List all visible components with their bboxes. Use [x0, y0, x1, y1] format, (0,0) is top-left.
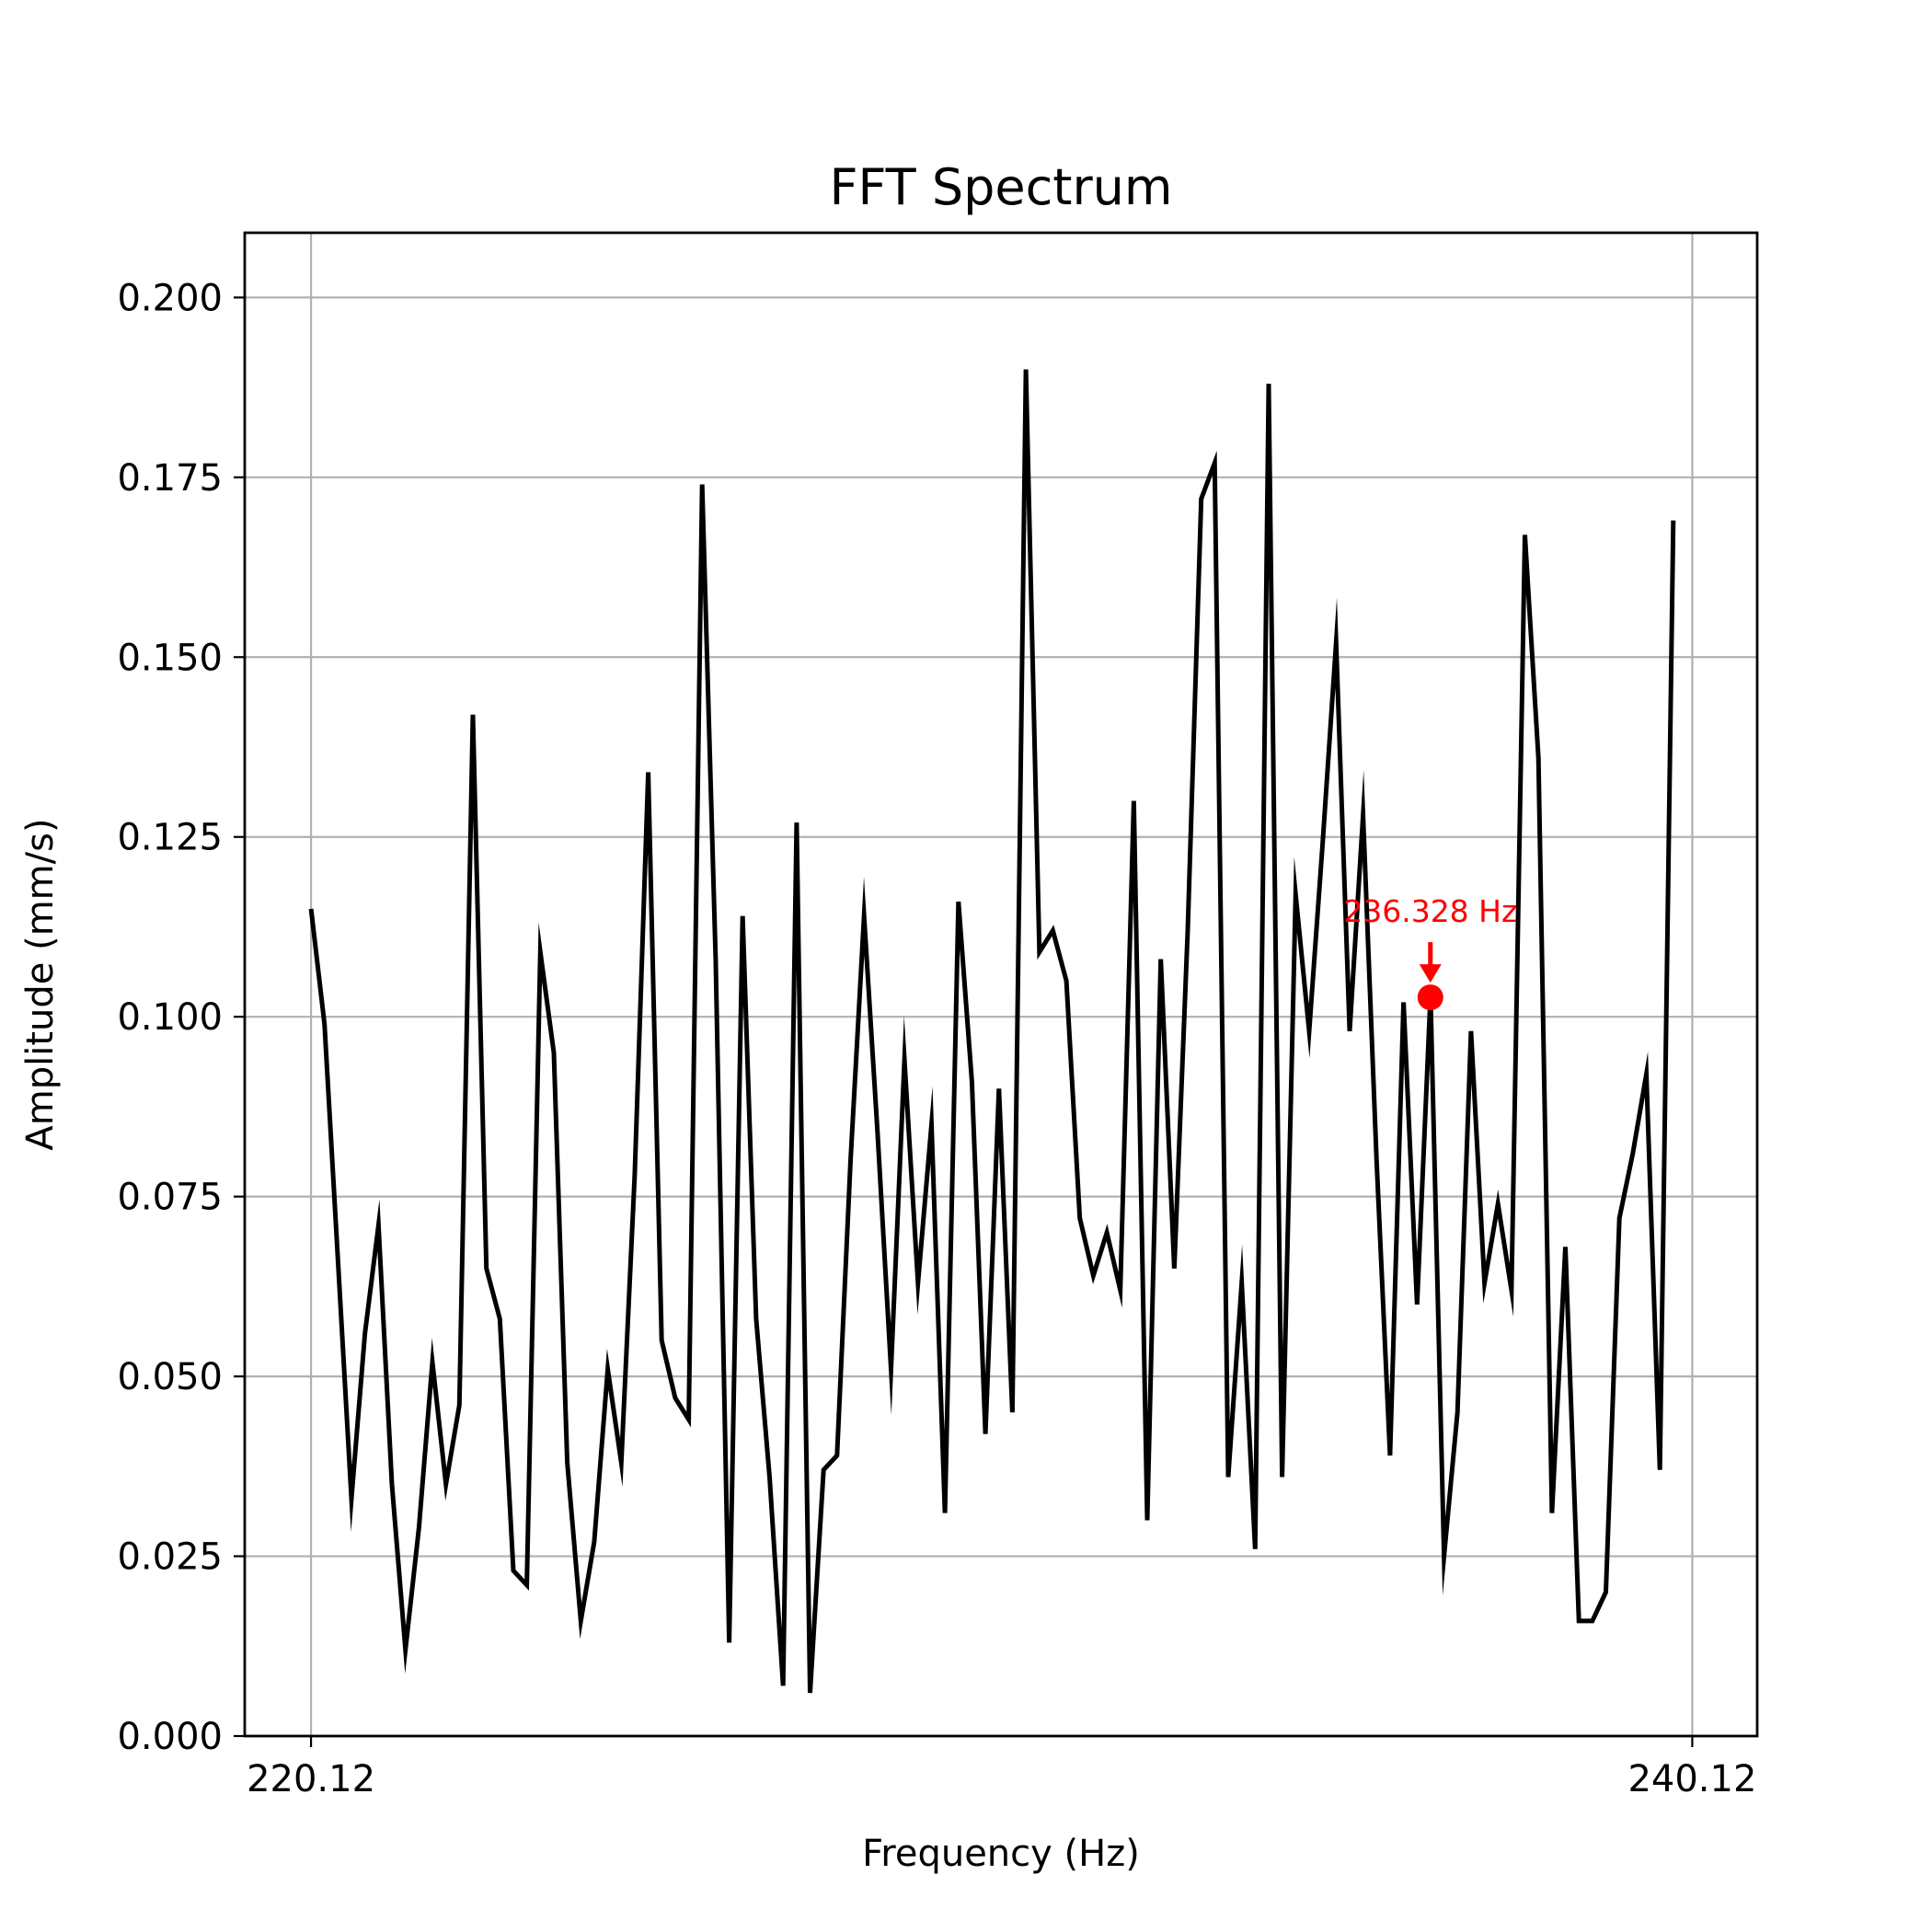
peak-marker [1417, 984, 1443, 1011]
y-tick-label: 0.000 [117, 1716, 223, 1758]
y-tick-label: 0.200 [117, 277, 223, 319]
annotation-layer: 236.328 Hz [1343, 893, 1517, 1011]
chart-title: FFT Spectrum [830, 158, 1173, 216]
y-axis-title: Amplitude (mm/s) [19, 818, 62, 1150]
y-tick-label: 0.100 [117, 996, 223, 1039]
ticks-layer: 0.000 0.025 0.050 0.075 0.100 0.125 0.150 0.175… [117, 277, 1756, 1800]
x-axis-title: Frequency (Hz) [862, 1833, 1140, 1875]
peak-arrow-head [1419, 964, 1442, 983]
series-layer [308, 369, 1676, 1694]
y-tick-label: 0.150 [117, 637, 223, 679]
plot-frame [243, 231, 1759, 1738]
y-tick-label: 0.050 [117, 1356, 223, 1398]
spectrum-line [308, 369, 1676, 1694]
x-tick-label: 240.12 [1627, 1758, 1756, 1800]
x-tick-label: 220.12 [247, 1758, 375, 1800]
y-tick-label: 0.175 [117, 457, 223, 500]
grid [245, 233, 1757, 1738]
y-tick-label: 0.075 [117, 1177, 223, 1219]
y-tick-label: 0.125 [117, 817, 223, 859]
y-tick-label: 0.025 [117, 1536, 223, 1579]
peak-annotation-label: 236.328 Hz [1343, 893, 1517, 929]
